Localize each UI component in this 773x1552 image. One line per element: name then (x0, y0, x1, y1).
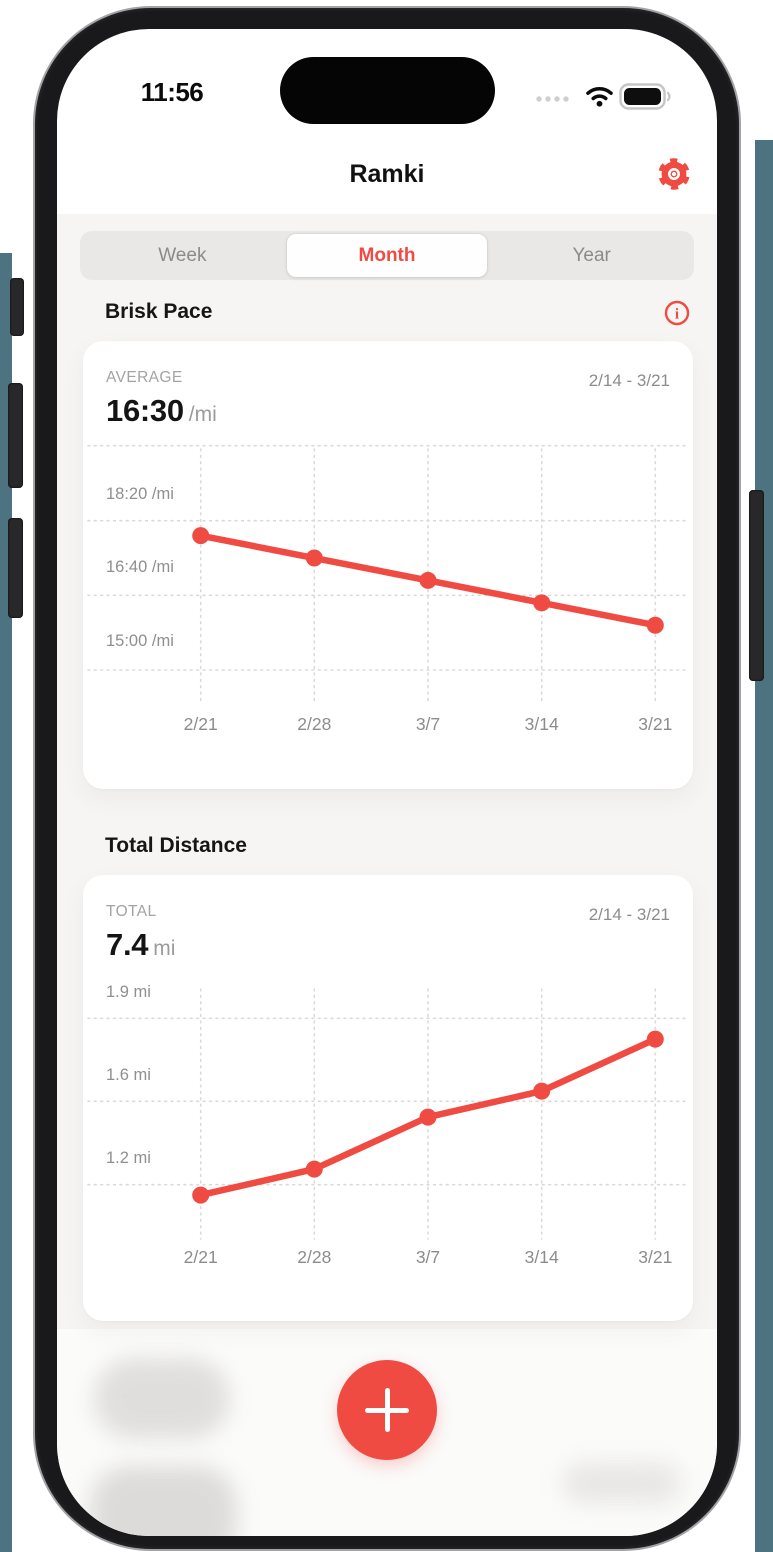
pace-card: AVERAGE 16:30/mi 2/14 - 3/21 18:20 /mi 16… (83, 341, 693, 789)
svg-text:2/21: 2/21 (184, 714, 218, 734)
svg-text:15:00 /mi: 15:00 /mi (106, 632, 174, 650)
svg-text:3/14: 3/14 (525, 1247, 559, 1267)
svg-text:3/21: 3/21 (638, 714, 672, 734)
metric-row: 16:30/mi (106, 393, 217, 429)
blurred-list-item (90, 1466, 237, 1536)
metric-value: 16:30 (106, 393, 184, 428)
metric-label: TOTAL (106, 903, 157, 920)
svg-text:2/28: 2/28 (297, 1247, 331, 1267)
section-title-brisk-pace: Brisk Pace (105, 300, 213, 323)
metric-unit: mi (153, 937, 176, 960)
svg-text:16:40 /mi: 16:40 /mi (106, 558, 174, 576)
power-button-hardware (749, 490, 764, 681)
tab-year[interactable]: Year (491, 234, 692, 277)
plus-icon (337, 1360, 437, 1460)
svg-text:3/14: 3/14 (525, 714, 559, 734)
date-range: 2/14 - 3/21 (588, 371, 670, 390)
metric-value: 7.4 (106, 927, 149, 962)
phone-frame: 11:56 Ramki (35, 8, 739, 1549)
info-icon: i (664, 300, 690, 325)
svg-text:1.9 mi: 1.9 mi (106, 983, 151, 1001)
metric-label: AVERAGE (106, 369, 183, 386)
add-entry-button[interactable] (337, 1360, 437, 1460)
svg-text:3/7: 3/7 (416, 714, 440, 734)
date-range: 2/14 - 3/21 (588, 905, 670, 924)
pace-line-chart: 18:20 /mi 16:40 /mi 15:00 /mi 2/21 2/28 3/7 3/… (87, 444, 689, 734)
distance-line-chart: 1.9 mi 1.6 mi 1.2 mi 2/21 2/28 3/7 3/14 3/21 (87, 983, 689, 1267)
page-background-accent-right (755, 140, 773, 1552)
svg-text:i: i (675, 306, 679, 322)
blurred-list-item (94, 1358, 230, 1439)
svg-text:2/28: 2/28 (297, 714, 331, 734)
phone-screen: 11:56 Ramki (57, 29, 717, 1536)
svg-text:1.2 mi: 1.2 mi (106, 1149, 151, 1167)
svg-text:1.6 mi: 1.6 mi (106, 1066, 151, 1084)
cellular-dots-icon (536, 96, 569, 102)
page-title: Ramki (349, 160, 425, 188)
volume-up-button-hardware (8, 383, 23, 488)
blurred-list-item (562, 1462, 681, 1504)
action-button-hardware (10, 278, 24, 336)
dynamic-island (280, 57, 495, 124)
metric-unit: /mi (188, 403, 217, 426)
distance-card: TOTAL 7.4 mi 2/14 - 3/21 1.9 mi 1.6 mi 1.2 … (83, 875, 693, 1321)
svg-text:2/21: 2/21 (184, 1247, 218, 1267)
gear-icon (658, 158, 690, 190)
battery-icon (619, 83, 671, 110)
metric-row: 7.4 mi (106, 927, 175, 963)
volume-down-button-hardware (8, 518, 23, 618)
section-title-total-distance: Total Distance (105, 834, 247, 857)
settings-button[interactable] (652, 153, 696, 197)
svg-text:3/7: 3/7 (416, 1247, 440, 1267)
status-bar-icons (533, 79, 673, 111)
info-button[interactable]: i (660, 297, 694, 331)
tab-month[interactable]: Month (286, 234, 488, 277)
period-segmented-control: Week Month Year (80, 231, 694, 280)
svg-text:18:20 /mi: 18:20 /mi (106, 485, 174, 503)
tab-week[interactable]: Week (82, 234, 283, 277)
wifi-icon (586, 87, 613, 107)
status-bar-time: 11:56 (140, 77, 204, 107)
svg-text:3/21: 3/21 (638, 1247, 672, 1267)
